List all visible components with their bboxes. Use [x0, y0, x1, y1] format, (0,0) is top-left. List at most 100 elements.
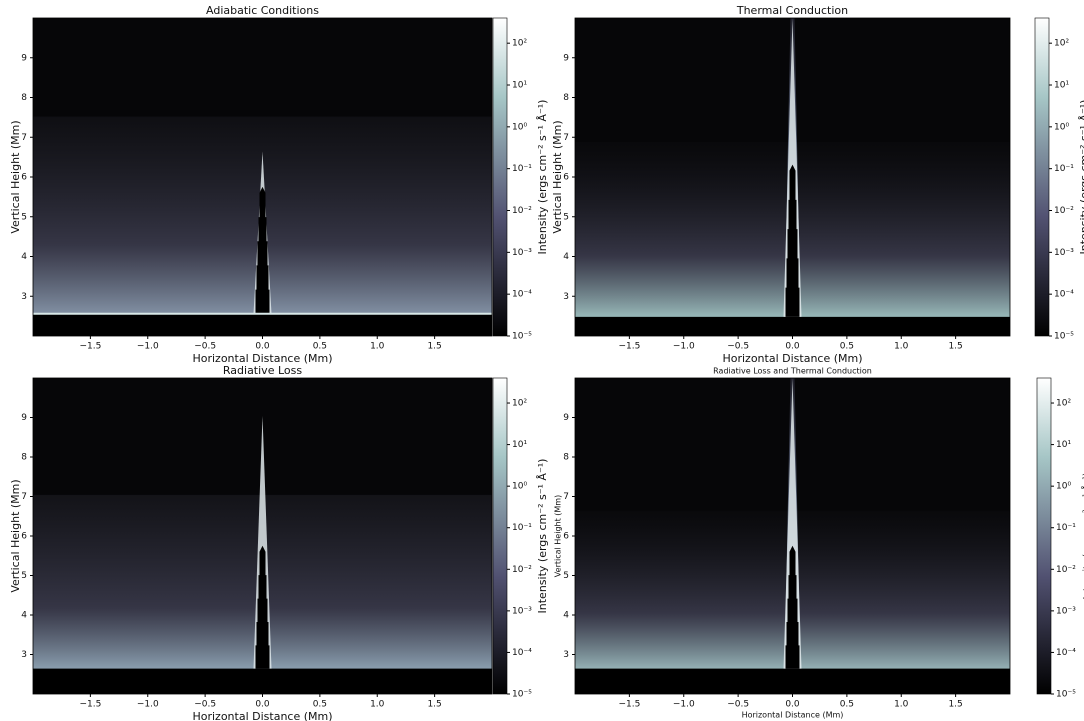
y-tick-label: 4: [21, 611, 27, 621]
x-axis-label: Horizontal Distance (Mm): [722, 352, 862, 365]
colorbar-tick-label: 10⁻⁵: [512, 332, 532, 342]
colorbar: [493, 378, 507, 694]
y-tick-label: 5: [563, 571, 569, 581]
title: Radiative Loss and Thermal Conduction: [713, 367, 872, 376]
x-tick-label: 1.0: [894, 700, 909, 710]
colorbar-tick-label: 10⁻³: [512, 248, 532, 258]
x-tick-label: 0.5: [840, 700, 854, 710]
title: Radiative Loss: [223, 364, 302, 377]
x-tick-label: 1.5: [427, 342, 441, 352]
colorbar-tick-label: 10⁻⁵: [512, 690, 532, 700]
x-tick-label: −0.5: [727, 342, 749, 352]
colorbar-tick-label: 10⁻³: [1054, 248, 1074, 258]
colorbar-tick-label: 10⁻¹: [1054, 164, 1074, 174]
x-tick-label: −1.5: [618, 342, 640, 352]
x-axis-label: Horizontal Distance (Mm): [192, 710, 332, 721]
colorbar-tick-label: 10⁻³: [512, 606, 532, 616]
x-axis-label: Horizontal Distance (Mm): [742, 711, 844, 720]
x-tick-label: 0.0: [255, 342, 270, 352]
colorbar-tick-label: 10²: [1054, 39, 1069, 49]
x-tick-label: −1.0: [137, 700, 159, 710]
x-tick-label: 1.0: [370, 700, 385, 710]
y-tick-label: 4: [563, 611, 569, 621]
colorbar-tick-label: 10⁻⁴: [512, 648, 532, 658]
y-tick-label: 4: [563, 252, 569, 262]
x-tick-label: 1.0: [894, 342, 909, 352]
y-tick-label: 3: [21, 292, 27, 302]
colorbar-tick-label: 10⁻²: [1054, 206, 1074, 216]
colorbar-tick-label: 10²: [1056, 399, 1071, 409]
y-axis-label: Vertical Height (Mm): [9, 120, 22, 233]
x-tick-label: −0.5: [194, 700, 216, 710]
y-axis-label: Vertical Height (Mm): [9, 479, 22, 592]
image-floor: [575, 317, 1010, 336]
panel: −1.5 −1.0 −0.5 0.0 0.5 1.0 1.5 3 4 5 6 7 8 9 Adiabatic…: [9, 4, 549, 365]
y-tick-label: 8: [563, 93, 569, 103]
y-tick-label: 5: [563, 212, 569, 222]
x-tick-label: 0.0: [785, 700, 800, 710]
y-tick-label: 6: [563, 532, 569, 542]
y-tick-label: 9: [21, 53, 27, 63]
colorbar-tick-label: 10¹: [512, 440, 527, 450]
colorbar-tick-label: 10⁻¹: [512, 164, 532, 174]
x-tick-label: 1.5: [948, 342, 962, 352]
y-tick-label: 9: [563, 413, 569, 423]
colorbar-tick-label: 10²: [512, 399, 527, 409]
colorbar-tick-label: 10²: [512, 39, 527, 49]
image-floor: [33, 669, 492, 694]
x-tick-label: 0.5: [313, 700, 327, 710]
y-tick-label: 7: [21, 133, 27, 143]
y-tick-label: 7: [563, 492, 569, 502]
x-tick-label: 0.0: [785, 342, 800, 352]
image-floor: [33, 314, 492, 336]
x-tick-label: −0.5: [194, 342, 216, 352]
colorbar: [493, 18, 507, 336]
x-tick-label: 1.5: [948, 700, 962, 710]
colorbar-tick-label: 10⁻¹: [1056, 523, 1076, 533]
colorbar-tick-label: 10¹: [1056, 440, 1071, 450]
y-axis-label: Vertical Height (Mm): [554, 495, 563, 577]
y-tick-label: 9: [563, 53, 569, 63]
y-tick-label: 7: [21, 492, 27, 502]
image-floor: [575, 669, 1010, 694]
y-tick-label: 3: [563, 292, 569, 302]
colorbar-tick-label: 10⁻⁴: [1056, 648, 1076, 658]
colorbar-tick-label: 10⁰: [1056, 482, 1071, 492]
figure: −1.5 −1.0 −0.5 0.0 0.5 1.0 1.5 3 4 5 6 7 8 9 Adiabatic…: [0, 0, 1084, 721]
x-tick-label: 1.5: [427, 700, 441, 710]
x-tick-label: −1.0: [137, 342, 159, 352]
colorbar-label: Intensity (ergs cm⁻² s⁻¹ Å⁻¹): [1078, 100, 1084, 255]
colorbar-tick-label: 10⁻³: [1056, 606, 1076, 616]
x-tick-label: −1.0: [673, 700, 695, 710]
y-tick-label: 5: [21, 571, 27, 581]
colorbar-tick-label: 10¹: [1054, 81, 1069, 91]
colorbar-tick-label: 10⁻⁵: [1056, 690, 1076, 700]
x-tick-label: −1.5: [79, 700, 101, 710]
colorbar-label: Intensity (ergs cm⁻² s⁻¹ Å⁻¹): [536, 459, 549, 614]
y-tick-label: 9: [21, 413, 27, 423]
y-tick-label: 8: [563, 453, 569, 463]
colorbar-tick-label: 10⁻⁴: [512, 290, 532, 300]
colorbar-tick-label: 10⁻²: [512, 206, 532, 216]
colorbar-label: Intensity (ergs cm⁻² s⁻¹ Å⁻¹): [1081, 473, 1084, 600]
title: Thermal Conduction: [736, 4, 848, 17]
colorbar-tick-label: 10⁰: [512, 122, 527, 132]
y-tick-label: 5: [21, 212, 27, 222]
x-tick-label: 0.5: [313, 342, 327, 352]
panel: −1.5−1.0−0.50.00.51.01.53456789Radiative…: [554, 367, 1084, 720]
title: Adiabatic Conditions: [206, 4, 319, 17]
x-tick-label: 1.0: [370, 342, 385, 352]
y-tick-label: 6: [21, 532, 27, 542]
x-tick-label: −1.5: [79, 342, 101, 352]
y-tick-label: 4: [21, 252, 27, 262]
y-tick-label: 8: [21, 453, 27, 463]
y-tick-label: 8: [21, 93, 27, 103]
y-axis-label: Vertical Height (Mm): [551, 120, 564, 233]
colorbar-tick-label: 10⁻²: [1056, 565, 1076, 575]
x-tick-label: 0.5: [840, 342, 854, 352]
y-tick-label: 6: [21, 173, 27, 183]
y-tick-label: 3: [563, 650, 569, 660]
colorbar-tick-label: 10⁰: [512, 482, 527, 492]
